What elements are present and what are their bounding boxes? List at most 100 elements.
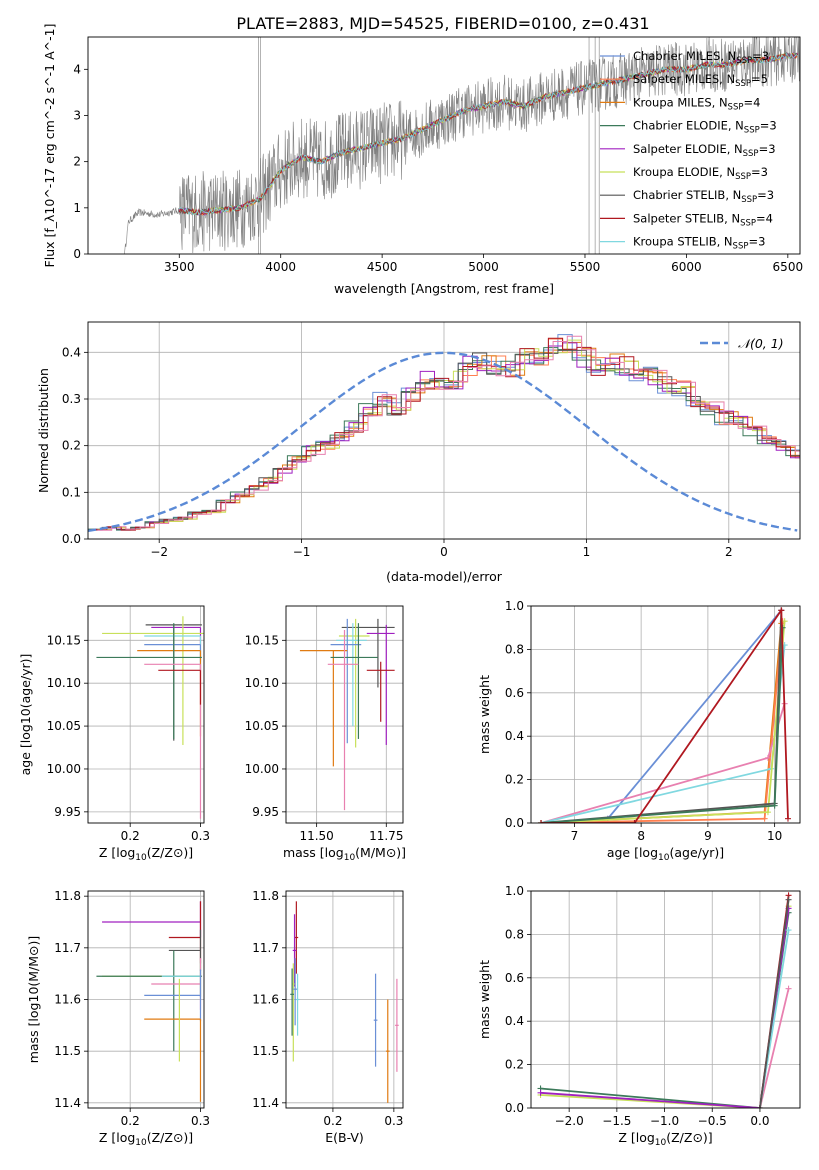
axes-frame	[530, 605, 801, 824]
y-tick-label: 11.6	[252, 993, 279, 1007]
y-tick-label: 11.7	[54, 941, 81, 955]
x-tick-label: 6500	[773, 260, 804, 274]
legend-entry: Chabrier MILES, NSSP=3	[633, 49, 769, 66]
spectrum-panel: 3500 4000 4500 5000 5500 6000 6500 0 1 2 3 4 wavelen…	[42, 24, 803, 296]
y-tick-label: 4	[73, 62, 81, 76]
y-axis-label: age [log10(age/yr)]	[18, 654, 33, 776]
x-tick-label: 4500	[367, 260, 398, 274]
x-tick-label: 10	[767, 829, 782, 843]
x-tick-label: −1	[293, 545, 311, 559]
y-tick-label: 3	[73, 108, 81, 122]
x-tick-label: 0.2	[121, 829, 140, 843]
x-tick-label: 9	[704, 829, 712, 843]
legend-entry: Chabrier STELIB, NSSP=3	[633, 188, 774, 205]
figure-title: PLATE=2883, MJD=54525, FIBERID=0100, z=0…	[236, 14, 649, 33]
mass-vs-Z-panel: 0.2 0.3 11.4 11.5 11.6 11.7 11.8 Z [log10(Z/Z⊙)…	[26, 889, 210, 1148]
y-tick-label: 0.0	[505, 1101, 524, 1115]
mass-weight-line	[759, 899, 790, 1108]
x-tick-label: 8	[637, 829, 645, 843]
y-tick-label: 11.5	[54, 1044, 81, 1058]
x-tick-label: −1.5	[602, 1114, 631, 1128]
y-tick-label: 0.2	[505, 773, 524, 787]
errorbar-plot-area	[96, 616, 204, 819]
y-tick-label: 10.00	[47, 762, 81, 776]
legend-entry: Kroupa ELODIE, NSSP=3	[633, 165, 768, 182]
y-tick-label: 0.0	[62, 532, 81, 546]
x-tick-label: 11.75	[369, 829, 403, 843]
x-tick-label: 5500	[570, 260, 601, 274]
y-tick-label: 0	[73, 247, 81, 261]
legend-entry: Salpeter STELIB, NSSP=4	[633, 211, 773, 228]
legend-entry: Chabrier ELODIE, NSSP=3	[633, 119, 777, 136]
y-tick-label: 10.10	[245, 676, 279, 690]
spectrum-plot-area	[124, 37, 800, 254]
x-tick-label: 2	[725, 545, 733, 559]
x-tick-label: −2	[150, 545, 168, 559]
legend: Chabrier MILES, NSSP=3 Salpeter MILES, NS…	[600, 49, 777, 252]
normal-distribution-curve	[88, 351, 798, 532]
y-tick-label: 0.0	[505, 816, 524, 830]
y-tick-label: 0.8	[505, 642, 524, 656]
legend-entry: Salpeter ELODIE, NSSP=3	[633, 142, 776, 159]
axes-frame	[87, 321, 801, 540]
y-tick-label: 10.15	[47, 633, 81, 647]
x-axis-label: wavelength [Angstrom, rest frame]	[334, 281, 554, 296]
y-tick-label: 11.6	[54, 993, 81, 1007]
y-axis-label: Normed distribution	[36, 368, 51, 493]
y-tick-label: 0.8	[505, 927, 524, 941]
x-axis-label: Z [log10(Z/Z⊙)]	[99, 1130, 193, 1148]
axes-frame	[285, 605, 404, 824]
massweight-vs-age-panel: 7 8 9 10 0.0 0.2 0.4 0.6 0.8 1.0 age [log10(age/yr…	[477, 599, 801, 863]
legend-entry: Kroupa MILES, NSSP=4	[633, 95, 760, 112]
massweight-vs-Z-panel: −2.0 −1.5 −1.0 −0.5 0.0 0.0 0.2 0.4 0.6 0.8 1.0 Z […	[477, 884, 801, 1148]
histogram-plot-area	[88, 334, 800, 532]
axes-frame	[87, 36, 801, 255]
mass-weight-line	[540, 610, 783, 823]
y-tick-label: 0.4	[62, 345, 81, 359]
y-tick-label: 0.1	[62, 485, 81, 499]
axes-frame	[87, 890, 205, 1109]
y-tick-label: 10.05	[47, 719, 81, 733]
axes-frame	[87, 605, 205, 824]
x-tick-label: 0	[440, 545, 448, 559]
y-tick-label: 1	[73, 201, 81, 215]
weight-plot-area	[538, 607, 791, 823]
axes-frame	[530, 890, 801, 1109]
y-tick-label: 11.4	[54, 1096, 81, 1110]
x-tick-label: 3500	[164, 260, 195, 274]
x-axis-label: Z [log10(Z/Z⊙)]	[99, 845, 193, 863]
x-tick-label: −0.5	[698, 1114, 727, 1128]
errorbar-plot-area	[96, 901, 202, 1102]
histogram-step-line	[97, 339, 800, 530]
x-axis-label: mass [log10(M/M⊙)]	[283, 845, 406, 863]
x-tick-label: 6000	[671, 260, 702, 274]
y-tick-label: 11.8	[252, 889, 279, 903]
x-axis-label: E(B-V)	[325, 1130, 364, 1145]
y-tick-label: 11.5	[252, 1044, 279, 1058]
y-tick-label: 11.7	[252, 941, 279, 955]
y-tick-label: 0.2	[62, 439, 81, 453]
y-axis-label: mass weight	[477, 675, 492, 754]
y-tick-label: 1.0	[505, 884, 524, 898]
mass-weight-line	[759, 988, 790, 1108]
histogram-step-line	[97, 341, 800, 531]
y-tick-label: 0.4	[505, 1014, 524, 1028]
y-tick-label: 11.4	[252, 1096, 279, 1110]
weight-plot-area	[537, 892, 792, 1108]
legend-entry: 𝒩(0, 1)	[738, 336, 784, 351]
mass-vs-ebv-panel: 0.2 0.3 11.4 11.5 11.6 11.7 11.8 E(B-V)	[252, 889, 404, 1145]
age-vs-mass-panel: 11.50 11.75 9.95 10.00 10.05 10.10 10.15 mass […	[245, 605, 406, 863]
x-axis-label: age [log10(age/yr)]	[607, 845, 724, 863]
y-tick-label: 10.00	[245, 762, 279, 776]
x-tick-label: 0.3	[191, 829, 210, 843]
x-tick-label: −2.0	[555, 1114, 584, 1128]
x-tick-label: 0.2	[121, 1114, 140, 1128]
age-vs-Z-panel: 0.2 0.3 9.95 10.00 10.05 10.10 10.15 Z [log10(Z…	[18, 605, 210, 863]
y-tick-label: 1.0	[505, 599, 524, 613]
legend-entry: Salpeter MILES, NSSP=5	[633, 72, 768, 89]
errorbar-plot-area	[290, 901, 399, 1103]
y-tick-label: 0.3	[62, 392, 81, 406]
y-tick-label: 9.95	[54, 805, 81, 819]
x-tick-label: 4000	[265, 260, 296, 274]
